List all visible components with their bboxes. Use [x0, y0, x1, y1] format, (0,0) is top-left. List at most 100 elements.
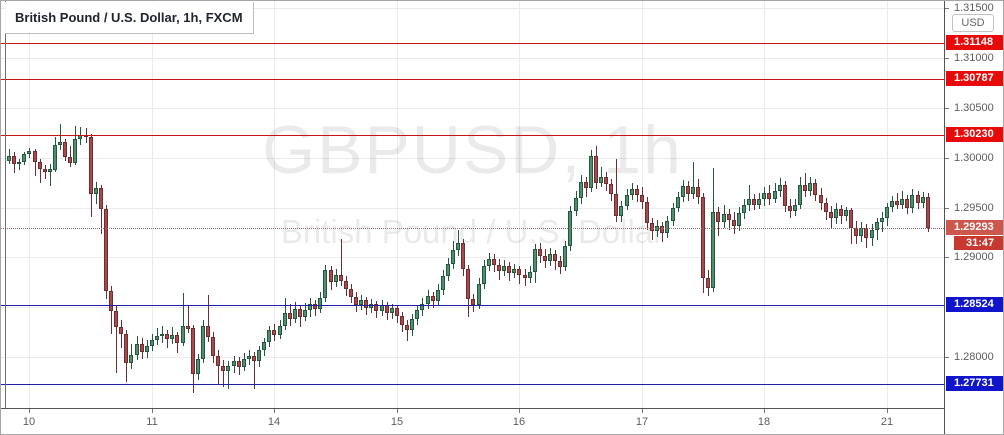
candle-body-up — [528, 272, 532, 278]
chart-canvas[interactable]: GBPUSD, 1h British Pound / U.S. Dollar — [1, 1, 944, 408]
gridline-horizontal — [1, 58, 944, 59]
time-tick-mark — [274, 409, 275, 413]
candle-body-down — [237, 361, 241, 367]
candle-wick-down — [254, 352, 255, 389]
candle-body-down — [783, 185, 787, 206]
candle-body-down — [767, 193, 771, 199]
candle-body-down — [140, 344, 144, 352]
candle-body-down — [864, 228, 868, 238]
candle-body-down — [186, 326, 190, 329]
currency-toggle-button[interactable]: USD — [952, 14, 994, 32]
candle-body-up — [870, 230, 874, 238]
candle-body-down — [405, 325, 409, 330]
candle-body-down — [349, 289, 353, 297]
gridline-vertical — [274, 1, 275, 408]
candle-body-down — [813, 183, 817, 195]
candle-body-up — [27, 151, 31, 154]
candle-body-down — [854, 228, 858, 236]
price-tick-mark — [945, 158, 949, 159]
resistance-level-badge: 1.30230 — [946, 127, 1003, 142]
candle-body-up — [793, 205, 797, 211]
resistance-line — [1, 43, 944, 44]
price-tick-label: 1.31000 — [954, 52, 994, 64]
candle-body-down — [604, 177, 608, 184]
candle-body-up — [359, 300, 363, 305]
candle-body-down — [104, 209, 108, 291]
candle-body-up — [834, 209, 838, 218]
candle-body-up — [798, 185, 802, 205]
time-tick-label: 11 — [146, 416, 158, 428]
watermark-symbol: GBPUSD, 1h — [262, 112, 683, 188]
price-tick-mark — [945, 108, 949, 109]
candle-body-down — [819, 195, 823, 203]
candle-body-up — [226, 366, 230, 371]
candle-body-down — [538, 249, 542, 256]
price-tick-label: 1.29000 — [954, 251, 994, 263]
support-level-badge: 1.27731 — [946, 376, 1003, 391]
candle-body-down — [732, 220, 736, 226]
candle-body-up — [436, 290, 440, 301]
candle-body-up — [900, 199, 904, 205]
countdown-badge: 31:47 — [954, 236, 1003, 250]
time-tick-mark — [519, 409, 520, 413]
candle-body-down — [339, 275, 343, 281]
candle-body-down — [119, 327, 123, 334]
candle-body-up — [773, 191, 777, 199]
candle-body-down — [645, 202, 649, 223]
candle-wick-up — [183, 293, 184, 346]
candle-body-down — [43, 169, 47, 172]
chart-left-border — [5, 1, 6, 408]
price-tick-label: 1.29500 — [954, 202, 994, 214]
candle-body-up — [671, 208, 675, 221]
candle-body-up — [170, 335, 174, 339]
candle-body-up — [196, 359, 200, 374]
gridline-horizontal — [1, 307, 944, 308]
candle-body-up — [135, 344, 139, 355]
candle-body-down — [650, 223, 654, 231]
candle-body-up — [390, 308, 394, 313]
candle-body-down — [543, 256, 547, 261]
gridline-horizontal — [1, 357, 944, 358]
candle-body-down — [609, 184, 613, 194]
candle-wick-down — [116, 306, 117, 373]
candle-body-down — [829, 212, 833, 218]
candle-body-up — [369, 304, 373, 308]
candle-body-up — [757, 199, 761, 205]
candle-body-down — [466, 269, 470, 299]
resistance-line — [1, 79, 944, 80]
time-axis[interactable]: 10 11 14 15 16 17 18 21 — [1, 408, 1003, 434]
candle-wick-down — [45, 165, 46, 179]
candle-body-down — [216, 356, 220, 366]
candle-wick-up — [228, 361, 229, 389]
candle-body-up — [155, 336, 159, 340]
candle-body-down — [716, 212, 720, 222]
candle-body-up — [242, 359, 246, 367]
candle-body-up — [73, 139, 77, 163]
candle-body-up — [921, 197, 925, 203]
candle-wick-up — [19, 159, 20, 170]
candle-body-down — [635, 189, 639, 195]
candle-body-down — [507, 266, 511, 273]
candle-body-up — [456, 243, 460, 250]
candle-wick-up — [693, 162, 694, 199]
candle-body-up — [22, 154, 26, 162]
candle-body-up — [910, 195, 914, 208]
candle-body-down — [63, 142, 67, 157]
candle-body-down — [706, 278, 710, 288]
candle-body-up — [665, 221, 669, 233]
candle-body-up — [415, 310, 419, 319]
candle-body-down — [89, 137, 93, 194]
support-line — [1, 384, 944, 385]
price-tick-label: 1.31500 — [954, 2, 994, 14]
time-tick-label: 15 — [390, 416, 404, 428]
candle-body-down — [288, 313, 292, 319]
candle-body-up — [17, 162, 21, 164]
candle-body-up — [502, 266, 506, 271]
gridline-vertical — [152, 1, 153, 408]
candle-wick-down — [188, 305, 189, 333]
price-axis[interactable]: USD 1.31500 1.31000 1.30500 1.30000 1.29500 1… — [944, 1, 1003, 434]
price-tick-label: 1.28000 — [954, 351, 994, 363]
candle-body-down — [68, 157, 72, 163]
time-tick-label: 10 — [22, 416, 36, 428]
candle-body-down — [109, 291, 113, 311]
